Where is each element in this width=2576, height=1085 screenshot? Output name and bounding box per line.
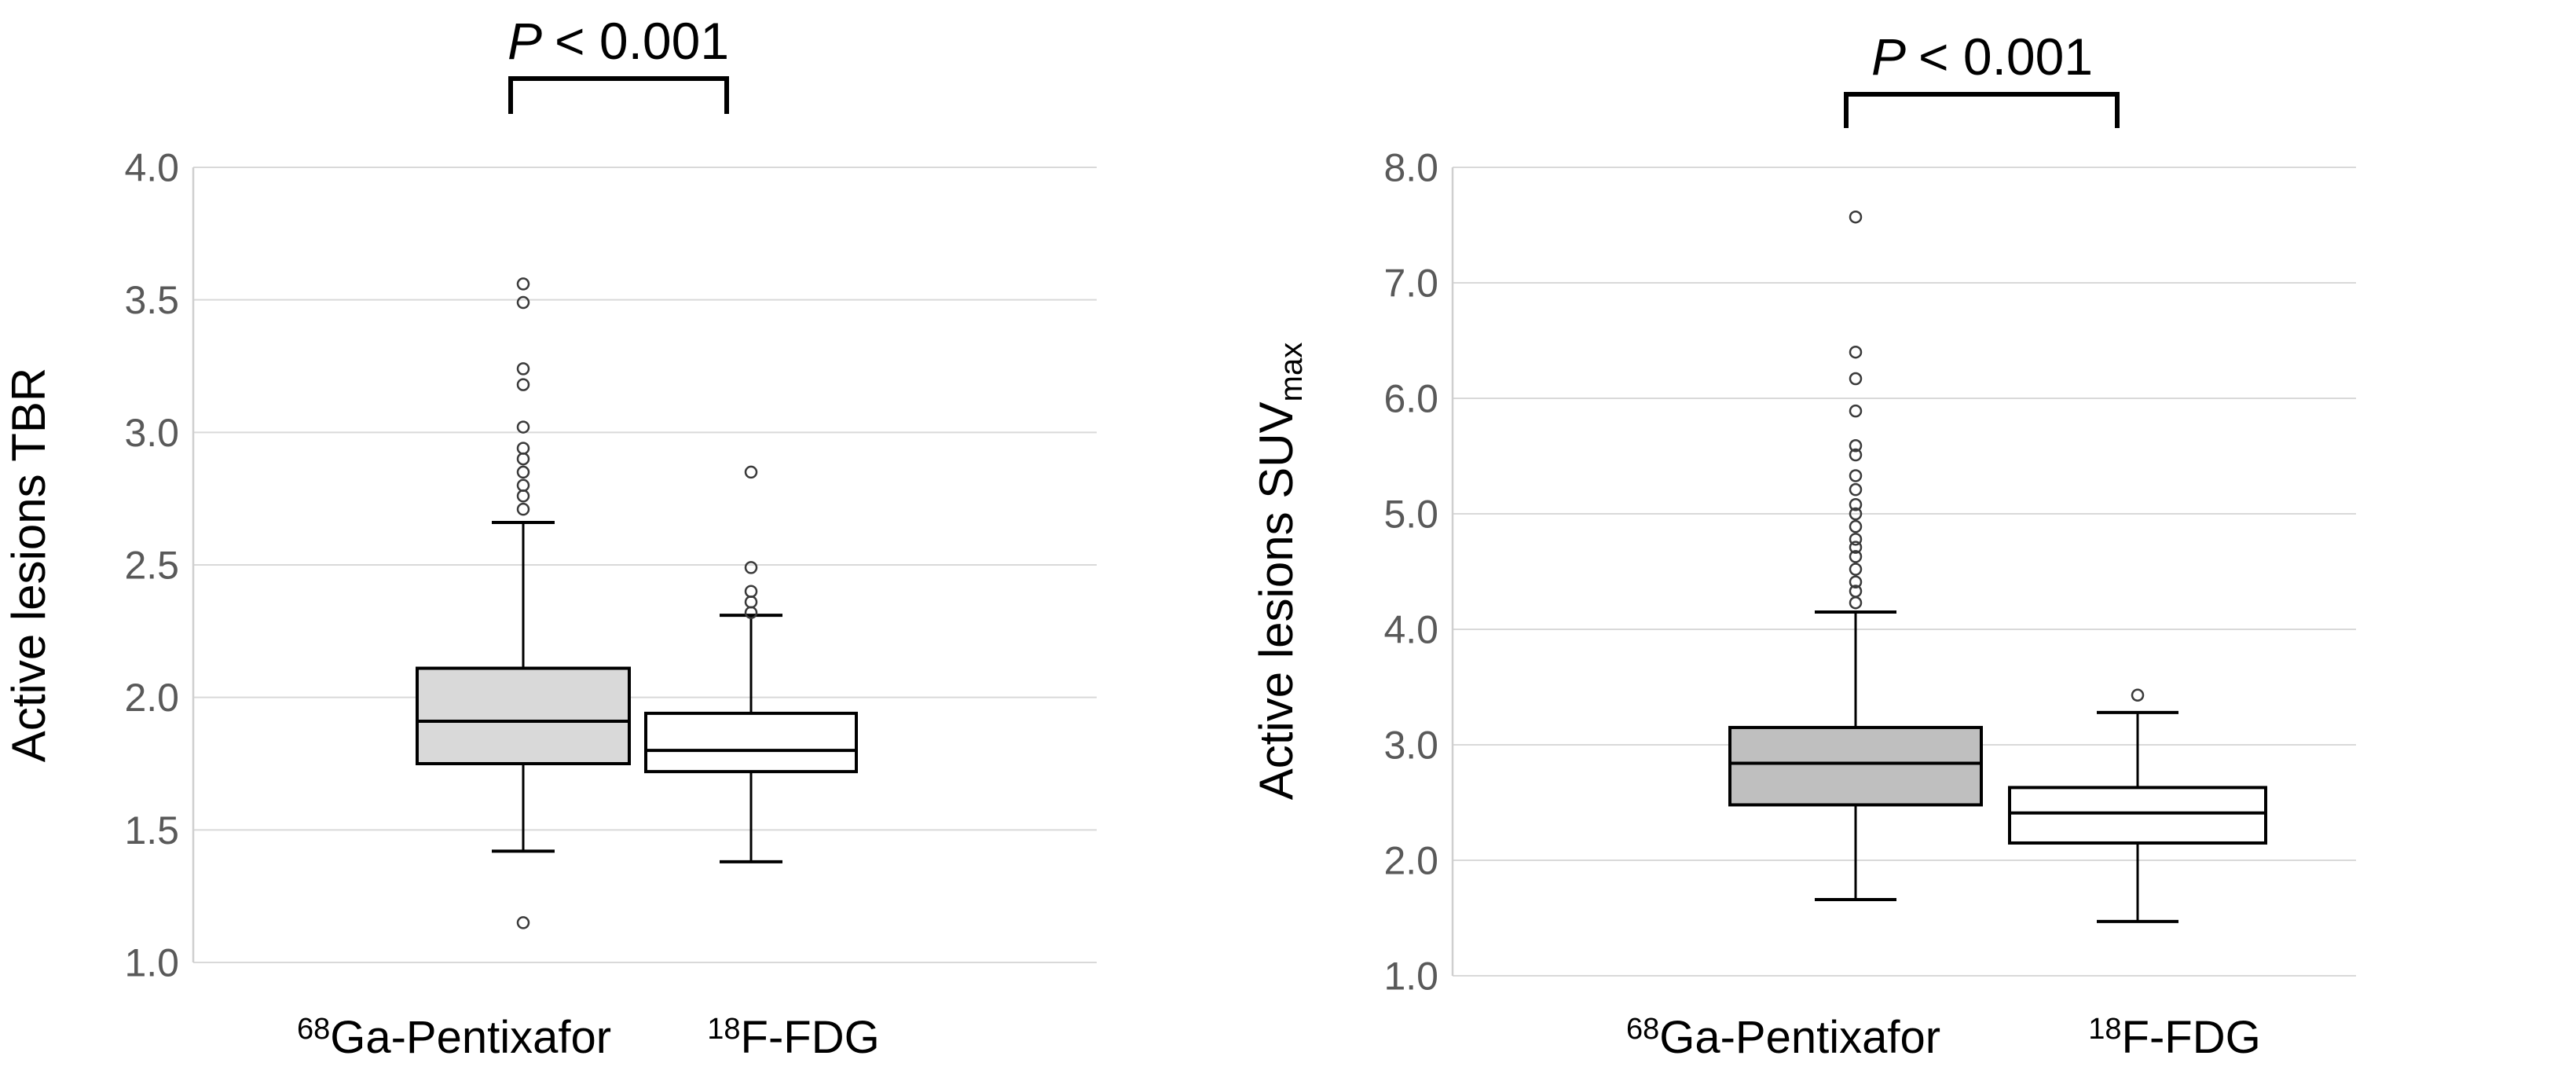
y-tick-label: 7.0 xyxy=(1383,262,1438,306)
outlier-point xyxy=(1849,575,1863,588)
chart-tbr: 4.0 3.5 3.0 2.5 2.0 1.5 1.0 P < 0.001 68Ga-Pentix… xyxy=(2,12,1097,1063)
p-symbol: P xyxy=(1871,27,1906,86)
y-tick-label: 3.5 xyxy=(124,278,179,322)
y-tick-label: 1.0 xyxy=(124,941,179,985)
category-label: 68Ga-Pentixafor xyxy=(1626,1012,1940,1063)
y-axis-title-text: Active lesions TBR xyxy=(2,368,55,762)
outlier-point xyxy=(1849,497,1863,511)
category-label: 18F-FDG xyxy=(2088,1012,2260,1063)
y-axis-title: Active lesions SUVmax xyxy=(1250,343,1309,800)
outlier-point xyxy=(744,465,758,479)
category-label: 68Ga-Pentixafor xyxy=(297,1012,611,1063)
y-tick-label: 2.5 xyxy=(124,544,179,588)
p-value-label: P < 0.001 xyxy=(508,12,729,70)
outlier-point xyxy=(1849,345,1863,359)
significance-bracket xyxy=(1844,92,2120,128)
tracer-name: F-FDG xyxy=(741,1012,880,1063)
y-tick-label: 2.0 xyxy=(124,676,179,720)
outlier-point xyxy=(516,502,530,516)
outlier-point xyxy=(1849,469,1863,482)
outlier-point xyxy=(1849,210,1863,224)
y-tick-label: 2.0 xyxy=(1383,839,1438,883)
tracer-name: Ga-Pentixafor xyxy=(1659,1012,1940,1063)
outlier-point xyxy=(516,465,530,479)
box-iqr xyxy=(2008,786,2267,845)
chart-suvmax: 8.0 7.0 6.0 5.0 4.0 3.0 2.0 1.0 P < 0.001 68Ga-Pen… xyxy=(1250,27,2356,1063)
y-tick-label: 8.0 xyxy=(1383,146,1438,190)
outlier-point xyxy=(1849,482,1863,497)
outlier-point xyxy=(1849,372,1863,386)
y-tick-label: 3.0 xyxy=(1383,724,1438,768)
outlier-point xyxy=(744,585,758,598)
outlier-point xyxy=(1849,596,1863,610)
isotope-superscript: 68 xyxy=(297,1013,330,1046)
box-iqr xyxy=(416,666,631,765)
outlier-point xyxy=(516,478,530,493)
outlier-point xyxy=(516,277,530,291)
outlier-point xyxy=(1849,448,1863,462)
outlier-point xyxy=(516,362,530,376)
outlier-point xyxy=(516,916,530,929)
outlier-point xyxy=(516,420,530,434)
outlier-point xyxy=(516,489,530,503)
outlier-point xyxy=(744,606,758,619)
outlier-point xyxy=(516,452,530,466)
y-tick-label: 1.0 xyxy=(1383,955,1438,999)
outlier-point xyxy=(1849,563,1863,576)
outlier-point xyxy=(1849,541,1863,554)
outlier-point xyxy=(1849,439,1863,453)
outlier-point xyxy=(1849,404,1863,418)
tracer-name: Ga-Pentixafor xyxy=(330,1012,611,1063)
y-axis-title-subscript: max xyxy=(1274,343,1309,402)
y-tick-label: 4.0 xyxy=(1383,608,1438,652)
y-axis-title: Active lesions TBR xyxy=(2,368,55,762)
outlier-point xyxy=(516,378,530,391)
y-tick-label: 4.0 xyxy=(124,146,179,190)
significance-bracket xyxy=(508,76,729,114)
p-threshold: < 0.001 xyxy=(1918,27,2093,86)
p-symbol: P xyxy=(508,12,542,70)
outlier-point xyxy=(516,295,530,310)
outlier-point xyxy=(1849,519,1863,533)
outlier-point xyxy=(1849,533,1863,546)
isotope-superscript: 18 xyxy=(2088,1013,2121,1046)
y-tick-label: 5.0 xyxy=(1383,493,1438,537)
isotope-superscript: 18 xyxy=(707,1013,740,1046)
box-iqr xyxy=(644,711,858,774)
box-series xyxy=(1728,210,1983,901)
tracer-name: F-FDG xyxy=(2122,1012,2261,1063)
y-tick-label: 6.0 xyxy=(1383,377,1438,421)
box-iqr xyxy=(1728,725,1983,807)
category-label: 18F-FDG xyxy=(707,1012,879,1063)
outlier-point xyxy=(2131,688,2145,702)
isotope-superscript: 68 xyxy=(1626,1013,1659,1046)
outlier-point xyxy=(744,561,758,574)
outlier-point xyxy=(516,442,530,455)
box-series xyxy=(2008,688,2267,923)
y-tick-label: 1.5 xyxy=(124,808,179,852)
p-threshold: < 0.001 xyxy=(555,12,729,70)
outlier-point xyxy=(1849,550,1863,563)
y-tick-label: 3.0 xyxy=(124,411,179,455)
outlier-point xyxy=(1849,507,1863,521)
box-series xyxy=(644,465,858,863)
box-series xyxy=(416,277,631,929)
p-value-label: P < 0.001 xyxy=(1871,27,2093,86)
outlier-point xyxy=(744,595,758,609)
y-axis-title-text: Active lesions SUV xyxy=(1250,401,1303,800)
